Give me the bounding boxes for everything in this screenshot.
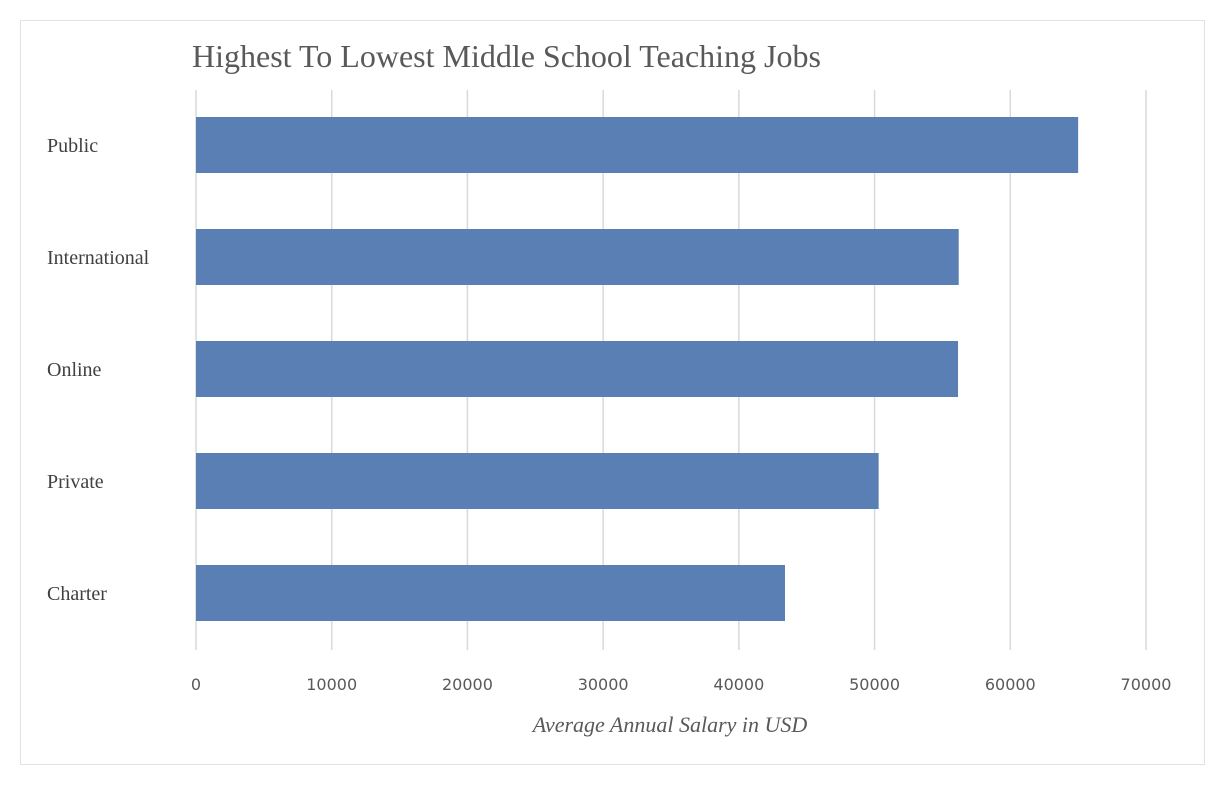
chart-frame: [20, 20, 1205, 765]
category-label: Online: [47, 359, 102, 381]
x-tick-label: 30000: [578, 675, 629, 694]
x-tick-label: 10000: [306, 675, 357, 694]
bar-private: [196, 453, 879, 509]
category-label: International: [47, 247, 150, 269]
x-tick-label: 20000: [442, 675, 493, 694]
x-axis-label: Average Annual Salary in USD: [531, 712, 808, 737]
x-tick-label: 40000: [713, 675, 764, 694]
bar-charter: [196, 565, 785, 621]
x-tick-label: 60000: [985, 675, 1036, 694]
category-label: Charter: [47, 583, 107, 605]
category-label: Public: [47, 135, 98, 157]
x-tick-label: 70000: [1121, 675, 1172, 694]
category-label: Private: [47, 471, 104, 493]
bar-public: [196, 117, 1079, 173]
x-tick-label: 0: [191, 675, 201, 694]
bar-online: [196, 341, 959, 397]
chart-title: Highest To Lowest Middle School Teaching…: [192, 38, 821, 74]
bar-international: [196, 229, 959, 285]
x-tick-label: 50000: [849, 675, 900, 694]
